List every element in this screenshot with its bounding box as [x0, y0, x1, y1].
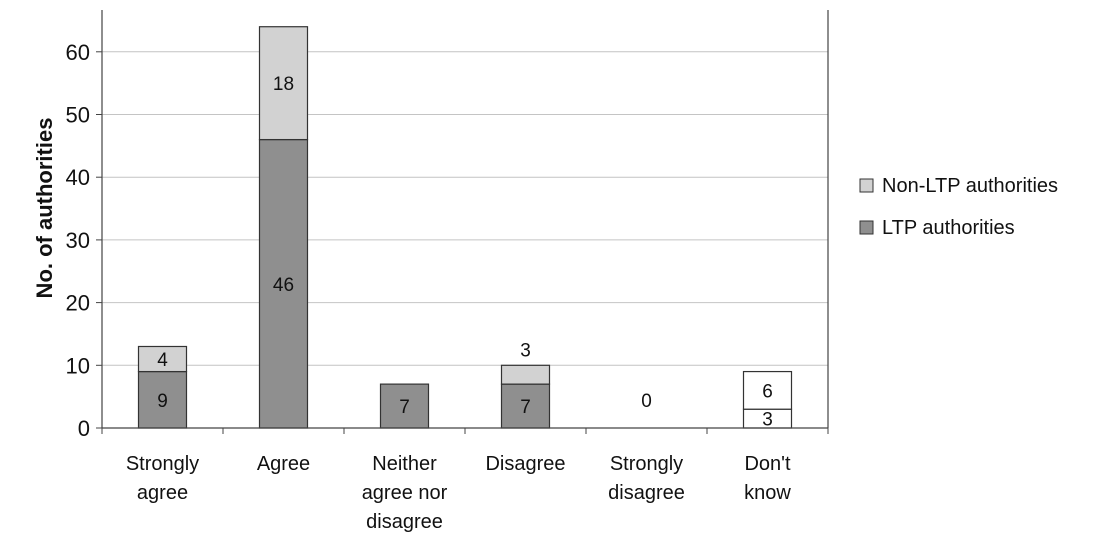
x-category-label: Strongly disagree: [608, 453, 685, 504]
x-category-label: Neither agree nor disagree: [362, 453, 448, 533]
legend: Non-LTP authorities LTP authorities: [859, 175, 1058, 239]
data-label: 9: [157, 391, 168, 412]
legend-label: Non-LTP authorities: [882, 175, 1058, 197]
data-label: 7: [399, 397, 410, 418]
data-label: 4: [157, 350, 168, 371]
y-tick-label: 30: [66, 228, 90, 253]
y-tick-labels: 0 10 20 30 40 50 60: [66, 40, 90, 441]
bar-segment: [500, 364, 551, 385]
gridlines: [102, 51, 828, 366]
bar-segment: [742, 370, 793, 410]
y-tick-label: 20: [66, 291, 90, 316]
x-category-labels: Strongly agree Agree Neither agree nor disagr…: [126, 453, 792, 533]
bar-segment: [258, 138, 309, 429]
data-label: 18: [273, 74, 294, 95]
x-category-label: Disagree: [485, 453, 565, 475]
data-label: 3: [762, 410, 773, 431]
legend-label: LTP authorities: [882, 217, 1015, 239]
y-axis-label: No. of authorities: [32, 118, 57, 299]
y-tick-label: 10: [66, 353, 90, 378]
x-category-label: Strongly agree: [126, 453, 199, 504]
x-category-label: Don't know: [744, 453, 791, 504]
legend-swatch: [859, 220, 874, 235]
data-label: 46: [273, 275, 294, 296]
legend-swatch: [859, 178, 874, 193]
y-tick-label: 0: [78, 416, 90, 441]
y-tick-label: 50: [66, 103, 90, 128]
x-category-label: Agree: [257, 453, 310, 475]
bars: [137, 26, 793, 429]
data-label: 0: [641, 391, 652, 412]
bar-segment: [137, 345, 188, 373]
bar-segment: [500, 383, 551, 429]
data-label: 6: [762, 381, 773, 402]
axes: [96, 10, 829, 434]
data-label: 7: [520, 397, 531, 418]
bar-segment: [258, 26, 309, 141]
y-tick-label: 60: [66, 40, 90, 65]
data-labels: 9 4 46 18 7 7 3 0 3 6: [157, 74, 773, 430]
bar-segment: [379, 383, 430, 429]
y-tick-label: 40: [66, 165, 90, 190]
data-label: 3: [520, 340, 531, 361]
